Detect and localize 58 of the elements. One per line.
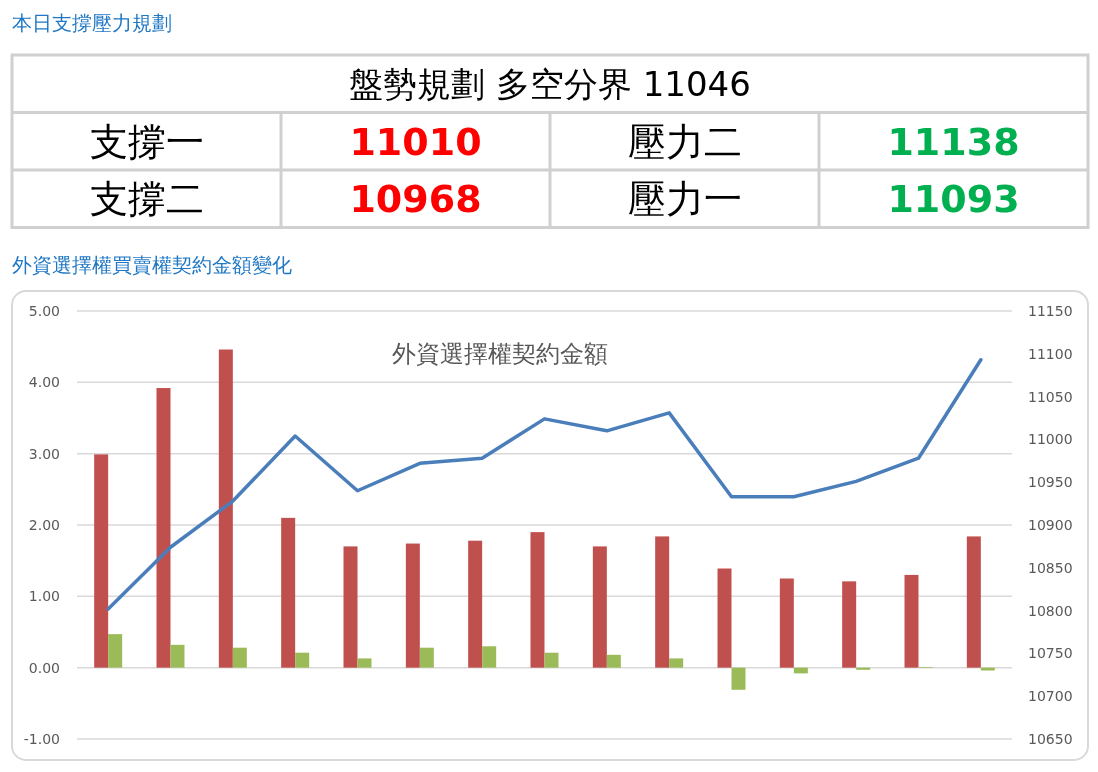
- text: 盤勢規劃 多空分界 11046: [349, 63, 751, 104]
- bar: [281, 517, 296, 668]
- y2-tick-label: 11150: [1028, 302, 1073, 319]
- y-tick-label: -1.00: [23, 730, 60, 747]
- y-tick-label: 5.00: [28, 302, 60, 319]
- bar: [468, 540, 483, 668]
- bar: [343, 546, 358, 668]
- bar: [717, 568, 732, 668]
- bar: [592, 546, 607, 668]
- text: 支撐二: [89, 177, 204, 222]
- y2-tick-label: 10950: [1028, 474, 1073, 491]
- y-tick-label: 4.00: [28, 374, 60, 391]
- bar: [108, 634, 123, 668]
- y2-tick-label: 10700: [1028, 688, 1073, 705]
- bar: [544, 652, 559, 668]
- y2-tick-label: 10900: [1028, 516, 1073, 533]
- text: 支撐一: [89, 119, 204, 164]
- bar: [904, 574, 919, 668]
- bar: [980, 667, 995, 671]
- text: 本日支撐壓力規劃: [12, 11, 172, 35]
- bar: [779, 578, 794, 668]
- bar: [731, 667, 746, 690]
- y2-tick-label: 10800: [1028, 602, 1073, 619]
- bar: [218, 349, 233, 668]
- bar: [966, 536, 981, 668]
- bar: [295, 652, 310, 668]
- text: 壓力二: [627, 119, 742, 164]
- bar: [606, 654, 621, 668]
- chart-subtitle: 外資選擇權買賣權契約金額變化: [12, 253, 292, 277]
- y2-tick-label: 11100: [1028, 345, 1073, 362]
- bar: [530, 532, 545, 668]
- text: 11093: [887, 177, 1020, 222]
- y-tick-label: 1.00: [28, 588, 60, 605]
- bar: [482, 646, 497, 668]
- text: 11010: [349, 119, 482, 164]
- bar: [156, 388, 171, 668]
- y2-tick-label: 11000: [1028, 431, 1073, 448]
- bar: [170, 644, 185, 668]
- y2-tick-label: 10850: [1028, 559, 1073, 576]
- bar: [856, 667, 871, 670]
- text: 10968: [349, 177, 482, 222]
- bar: [842, 581, 857, 668]
- bar: [357, 658, 372, 668]
- bar: [655, 536, 670, 668]
- y2-tick-label: 10650: [1028, 730, 1073, 747]
- y-tick-label: 2.00: [28, 516, 60, 533]
- y-tick-label: 0.00: [28, 659, 60, 676]
- bar: [419, 647, 434, 668]
- bar: [405, 543, 420, 668]
- y2-tick-label: 10750: [1028, 645, 1073, 662]
- y-tick-label: 3.00: [28, 445, 60, 462]
- bar: [94, 454, 109, 668]
- bar: [232, 647, 247, 668]
- bar: [669, 658, 684, 668]
- text: 壓力一: [627, 177, 742, 222]
- y2-tick-label: 11050: [1028, 388, 1073, 405]
- text: 11138: [887, 119, 1020, 164]
- text: 外資選擇權契約金額: [392, 340, 608, 368]
